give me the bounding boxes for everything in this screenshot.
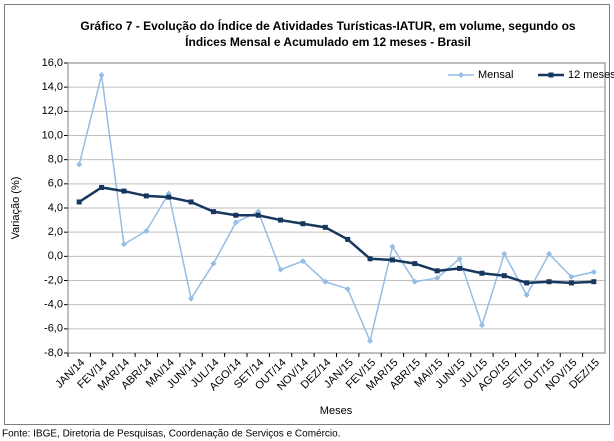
chart-title: Gráfico 7 - Evolução do Índice de Ativid… (80, 18, 576, 33)
marker (367, 337, 374, 344)
marker (457, 265, 463, 271)
y-tick-label: 10,0 (42, 129, 63, 141)
marker (76, 199, 82, 205)
source-note: Fonte: IBGE, Diretoria de Pesquisas, Coo… (2, 429, 341, 440)
marker (255, 212, 261, 218)
marker (210, 260, 217, 267)
marker (76, 161, 83, 168)
y-tick-label: 4,0 (48, 202, 63, 214)
marker (232, 219, 239, 226)
y-tick-label: 6,0 (48, 178, 63, 190)
marker (278, 217, 284, 223)
series-line (78, 186, 594, 285)
y-tick-label: -6,0 (44, 323, 63, 335)
marker (546, 279, 552, 285)
y-tick-label: 12,0 (42, 105, 63, 117)
marker (434, 268, 440, 274)
marker (210, 209, 216, 215)
y-tick-label: -8,0 (44, 347, 63, 359)
marker (458, 72, 464, 78)
marker (456, 255, 463, 262)
marker (568, 280, 574, 286)
y-tick-label: 8,0 (48, 154, 63, 166)
marker (591, 279, 597, 285)
marker (188, 295, 195, 302)
y-axis-title: Variação (%) (10, 177, 22, 240)
marker (501, 273, 507, 279)
marker (322, 224, 328, 230)
marker (143, 193, 149, 199)
marker (389, 243, 396, 250)
marker (344, 285, 351, 292)
marker (120, 241, 127, 248)
marker (389, 257, 395, 263)
marker (478, 322, 485, 329)
y-tick-label: 16,0 (42, 57, 63, 69)
chart-title: Índices Mensal e Acumulado em 12 meses -… (185, 34, 471, 49)
x-axis-title: Meses (320, 405, 353, 417)
marker (98, 72, 105, 79)
marker (590, 269, 597, 276)
marker (411, 278, 418, 285)
marker (233, 212, 239, 218)
marker (188, 199, 194, 205)
marker (524, 280, 530, 286)
y-tick-label: -4,0 (44, 299, 63, 311)
marker (299, 258, 306, 265)
marker (523, 292, 530, 298)
marker (546, 250, 553, 257)
series-line (78, 74, 594, 344)
marker (367, 256, 373, 262)
marker (322, 278, 329, 285)
marker (300, 221, 306, 227)
marker (166, 194, 172, 200)
marker (479, 270, 485, 276)
marker (277, 266, 284, 273)
marker (548, 72, 554, 78)
y-tick-label: 2,0 (48, 226, 63, 238)
y-tick-label: -2,0 (44, 274, 63, 286)
legend-label: 12 meses (568, 69, 614, 81)
y-tick-label: 14,0 (42, 81, 63, 93)
marker (568, 273, 575, 280)
legend-label: Mensal (478, 69, 513, 81)
marker (412, 261, 418, 267)
marker (345, 236, 351, 242)
chart-frame (4, 4, 610, 425)
marker (121, 188, 127, 194)
y-tick-label: 0,0 (48, 250, 63, 262)
marker (434, 275, 441, 282)
marker (99, 184, 105, 190)
marker (143, 227, 150, 234)
marker (501, 250, 508, 257)
